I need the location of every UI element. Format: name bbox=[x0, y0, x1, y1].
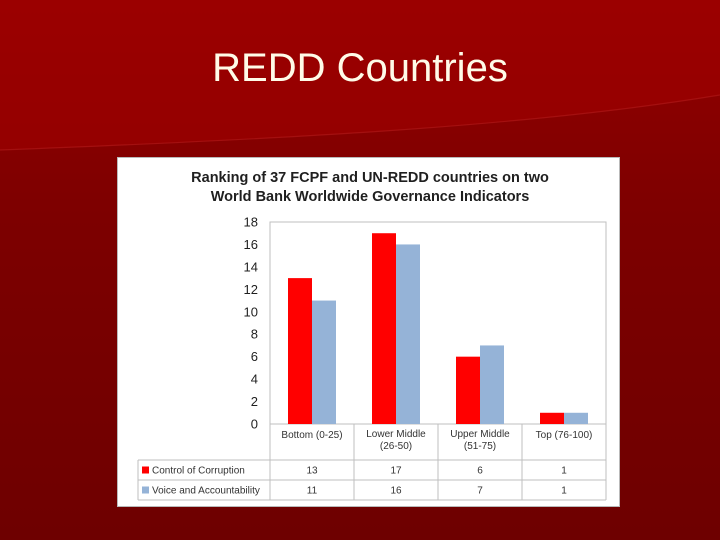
data-table: Bottom (0-25) Lower Middle(26-50) Upper Mi… bbox=[137, 424, 607, 501]
y-tick-label: 16 bbox=[244, 237, 258, 252]
bar-corruption-3 bbox=[540, 412, 564, 424]
slide-title: REDD Countries bbox=[212, 46, 508, 90]
category-label: Top (76-100) bbox=[536, 430, 593, 441]
y-tick-label: 0 bbox=[251, 417, 258, 432]
y-axis-layer: 0 2 4 6 8 10 12 14 16 18 bbox=[244, 215, 607, 432]
bar-corruption-1 bbox=[372, 233, 396, 424]
category-label: Bottom (0-25) bbox=[281, 430, 342, 441]
category-label: (26-50) bbox=[380, 441, 412, 452]
bar-voice-2 bbox=[480, 345, 504, 424]
bar-voice-3 bbox=[564, 412, 588, 424]
bars-layer bbox=[288, 233, 588, 424]
legend-key-1 bbox=[142, 486, 149, 494]
y-tick-label: 12 bbox=[244, 282, 258, 297]
table-value: 16 bbox=[390, 486, 402, 497]
table-value: 6 bbox=[477, 466, 483, 477]
y-tick-label: 4 bbox=[251, 372, 258, 387]
series-name: Voice and Accountability bbox=[152, 486, 260, 497]
table-value: 1 bbox=[561, 466, 567, 477]
bar-corruption-2 bbox=[456, 356, 480, 424]
y-tick-label: 6 bbox=[251, 349, 258, 364]
y-tick-label: 10 bbox=[244, 304, 258, 319]
category-label: (51-75) bbox=[464, 441, 496, 452]
y-tick-label: 14 bbox=[244, 259, 258, 274]
table-value: 13 bbox=[306, 466, 318, 477]
chart-title-line-1: Ranking of 37 FCPF and UN-REDD countries… bbox=[191, 170, 549, 186]
bar-voice-1 bbox=[396, 244, 420, 424]
table-value: 11 bbox=[307, 486, 318, 497]
category-label: Upper Middle bbox=[450, 429, 510, 440]
legend-key-0 bbox=[142, 466, 149, 474]
series-name: Control of Corruption bbox=[152, 466, 245, 477]
chart-title-line-2: World Bank Worldwide Governance Indicato… bbox=[211, 189, 530, 205]
table-value: 17 bbox=[390, 466, 402, 477]
y-tick-label: 2 bbox=[251, 394, 258, 409]
y-tick-label: 18 bbox=[244, 215, 258, 230]
table-value: 7 bbox=[477, 486, 483, 497]
table-value: 1 bbox=[561, 486, 567, 497]
category-label: Lower Middle bbox=[366, 429, 426, 440]
bar-voice-0 bbox=[312, 300, 336, 424]
bar-corruption-0 bbox=[288, 278, 312, 424]
bar-chart: Ranking of 37 FCPF and UN-REDD countries… bbox=[137, 170, 607, 501]
chart-container: Ranking of 37 FCPF and UN-REDD countries… bbox=[117, 157, 620, 507]
y-tick-label: 8 bbox=[251, 327, 258, 342]
